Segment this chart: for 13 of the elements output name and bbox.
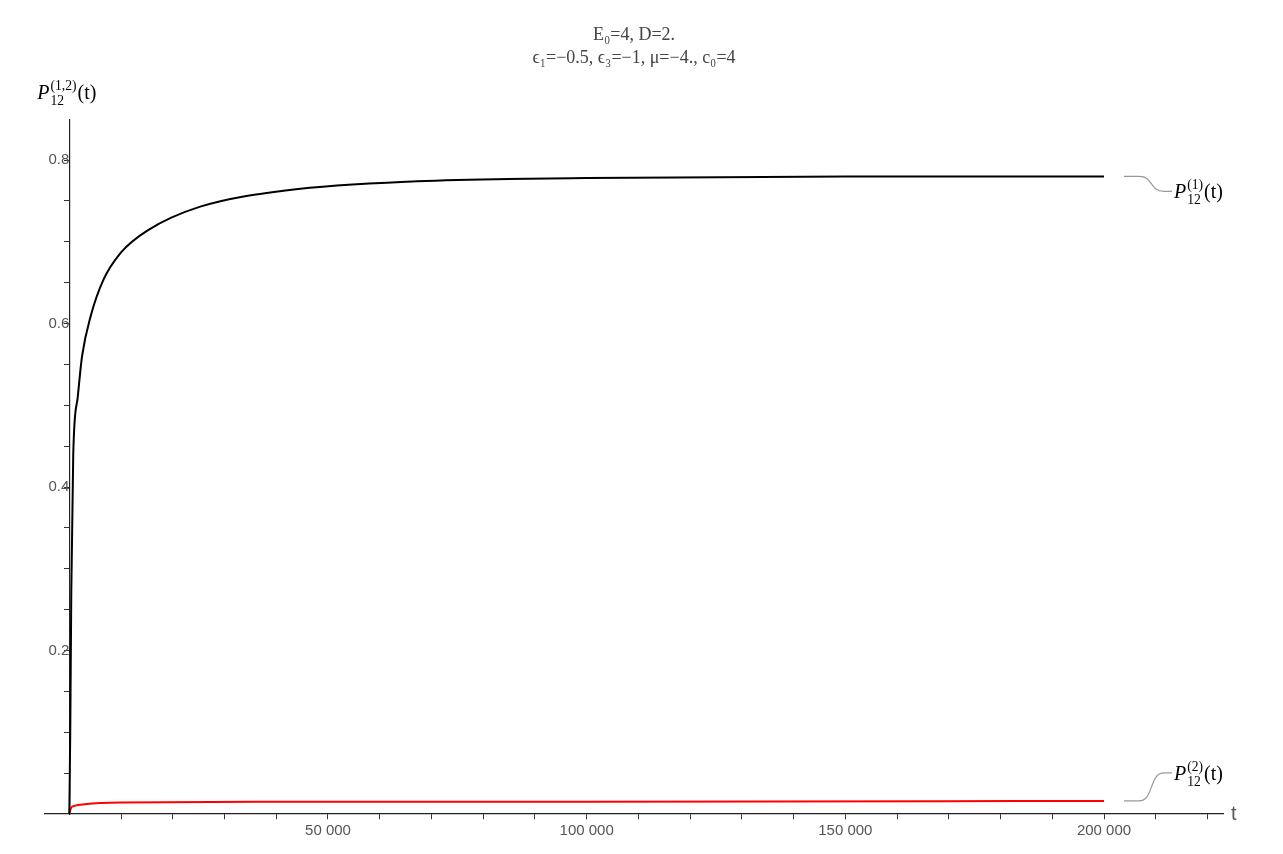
y-tick-label: 0.4 — [48, 477, 70, 495]
y-tick-label: 0.8 — [48, 150, 70, 168]
chart-subtitle: ϵ₁=−0.5, ϵ₃=−1, μ=−4., c₀=4 — [532, 47, 736, 68]
x-tick-label: 100 000 — [559, 821, 614, 839]
chart-title: E₀=4, D=2. — [592, 23, 676, 44]
x-tick-label: 150 000 — [818, 821, 873, 839]
y-tick-label: 0.2 — [48, 640, 70, 658]
x-axis-title: t — [1231, 801, 1237, 824]
x-tick-label: 50 000 — [305, 821, 351, 839]
line-series — [68, 175, 1106, 814]
line-series — [68, 799, 1106, 814]
y-tick-label: 0.6 — [48, 313, 70, 331]
x-tick-label: 200 000 — [1076, 821, 1132, 839]
